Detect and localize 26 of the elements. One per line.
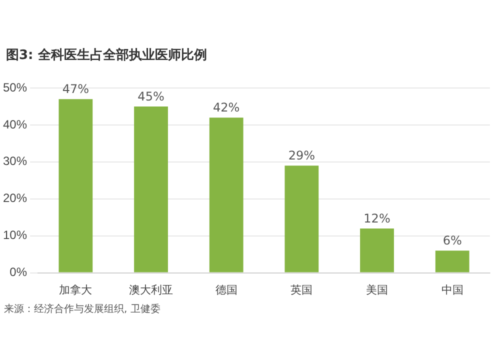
bar <box>58 99 93 272</box>
data-label: 6% <box>442 234 462 248</box>
x-tick-label: 中国 <box>441 283 464 296</box>
x-tick-label: 英国 <box>290 283 313 296</box>
data-label: 47% <box>62 82 90 96</box>
bar <box>435 250 470 272</box>
y-tick-label: 20% <box>2 191 28 206</box>
chart-title: 图3: 全科医生占全部执业医师比例 <box>6 46 207 64</box>
y-tick-label: 40% <box>2 117 28 132</box>
y-tick-label: 10% <box>2 228 28 242</box>
data-label: 42% <box>213 100 240 115</box>
bar <box>134 106 168 272</box>
y-tick-label: 0% <box>10 265 28 280</box>
bar <box>284 166 319 272</box>
source-note: 来源：经济合作与发展组织, 卫健委 <box>4 302 160 316</box>
data-label: 45% <box>138 90 164 104</box>
bar <box>360 228 394 272</box>
bar <box>209 118 244 272</box>
x-tick-label: 澳大利亚 <box>129 283 174 296</box>
y-tick-label: 30% <box>2 154 28 168</box>
data-label: 29% <box>288 148 316 163</box>
data-label: 12% <box>364 212 390 226</box>
x-tick-label: 德国 <box>215 284 238 296</box>
x-tick-label: 加拿大 <box>59 283 92 296</box>
y-tick-label: 50% <box>2 80 28 94</box>
x-tick-label: 美国 <box>366 283 388 296</box>
